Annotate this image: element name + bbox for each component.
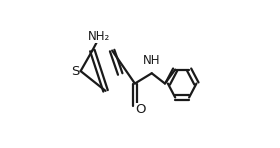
Text: O: O — [135, 103, 146, 116]
Text: S: S — [71, 65, 79, 78]
Text: NH₂: NH₂ — [88, 30, 110, 43]
Text: NH: NH — [143, 54, 160, 67]
